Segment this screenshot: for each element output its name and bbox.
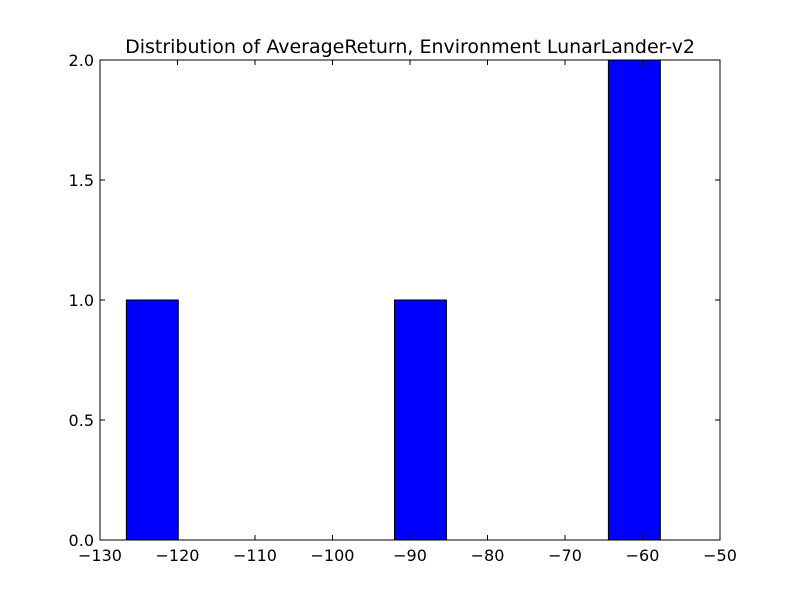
y-tick-label-3: 1.5 bbox=[69, 171, 94, 190]
x-tick-label-3: −100 bbox=[311, 546, 355, 565]
plot-frame bbox=[99, 59, 721, 541]
chart-title: Distribution of AverageReturn, Environme… bbox=[125, 36, 695, 58]
x-tick-label-4: −90 bbox=[393, 546, 427, 565]
histogram-bar-1 bbox=[394, 299, 447, 541]
x-tick-label-2: −110 bbox=[233, 546, 277, 565]
x-tick-label-5: −80 bbox=[471, 546, 505, 565]
y-tick-label-1: 0.5 bbox=[69, 411, 94, 430]
bars-layer bbox=[125, 59, 661, 541]
x-tick-label-1: −120 bbox=[156, 546, 200, 565]
y-tick-label-0: 0.0 bbox=[69, 531, 94, 550]
x-tick-label-8: −50 bbox=[703, 546, 737, 565]
x-tick-label-6: −70 bbox=[548, 546, 582, 565]
ticks-layer: −130 −120 −110 −100 −90 −80 −70 −60 −50 0.0 0.5 1.0… bbox=[69, 51, 737, 565]
histogram-bar-0 bbox=[125, 299, 179, 541]
x-tick-label-7: −60 bbox=[626, 546, 660, 565]
y-tick-label-4: 2.0 bbox=[69, 51, 94, 70]
y-tick-label-2: 1.0 bbox=[69, 291, 94, 310]
histogram-bar-2 bbox=[607, 59, 661, 541]
x-tick-label-0: −130 bbox=[78, 546, 122, 565]
